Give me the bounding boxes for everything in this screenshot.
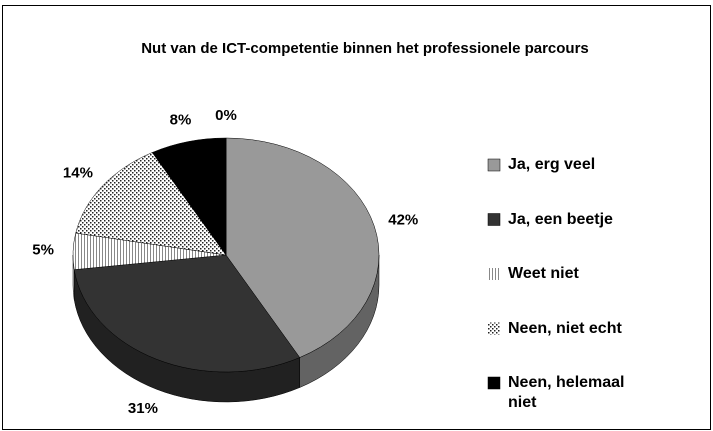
chart-title: Nut van de ICT-competentie binnen het pr… (141, 40, 589, 57)
legend-swatch (487, 158, 501, 172)
legend-swatch (488, 322, 500, 335)
legend-swatch (488, 268, 500, 280)
chart-border (2, 5, 711, 430)
data-label: 42% (388, 211, 418, 228)
legend-label: Neen, helemaal niet (508, 374, 625, 411)
data-label: 5% (32, 242, 54, 259)
pie-slice (73, 254, 301, 373)
legend-swatch (487, 376, 501, 390)
pie-slice (225, 137, 380, 358)
legend-label: Ja, erg veel (508, 156, 596, 173)
data-label: 0% (215, 107, 237, 124)
legend-label: Neen, niet echt (508, 319, 622, 337)
data-label: 31% (128, 400, 158, 417)
data-label: 14% (63, 164, 93, 181)
legend-label: Ja, een beetje (508, 210, 613, 228)
legend-label: Weet niet (508, 265, 579, 282)
pie-slice (75, 152, 227, 256)
data-label: 8% (170, 111, 192, 128)
legend-swatch (487, 213, 501, 226)
